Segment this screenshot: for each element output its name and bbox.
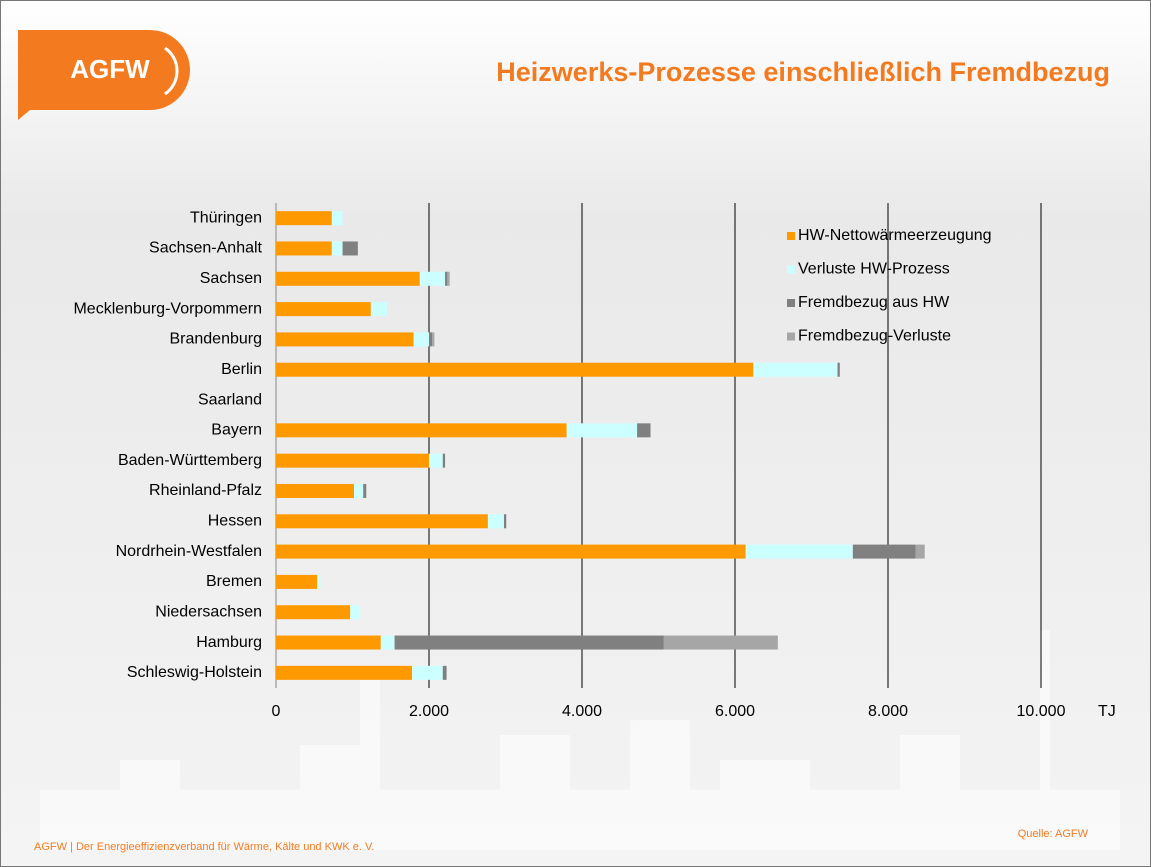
bar-segment — [443, 666, 447, 680]
y-tick-label: Nordrhein-Westfalen — [116, 543, 262, 560]
y-tick-label: Brandenburg — [169, 331, 262, 348]
bar-segment — [276, 484, 354, 498]
x-tick-label: 2.000 — [409, 703, 449, 720]
bar-segment — [853, 545, 916, 559]
y-tick-label: Mecklenburg-Vorpommern — [73, 300, 262, 317]
bar-segment — [276, 423, 567, 437]
bar-segment — [363, 484, 366, 498]
logo: AGFW — [70, 54, 150, 84]
bar-segment — [420, 272, 445, 286]
y-tick-label: Hessen — [208, 513, 262, 530]
bar-segment — [746, 545, 853, 559]
bar-segment — [332, 211, 343, 225]
y-tick-label: Sachsen-Anhalt — [149, 240, 263, 257]
bar-segment — [432, 332, 434, 346]
bar-segment — [343, 241, 358, 255]
legend-swatch — [787, 333, 795, 341]
bar-segment — [276, 605, 350, 619]
legend-swatch — [787, 232, 795, 240]
legend-label: HW-Nettowärmeerzeugung — [798, 227, 992, 244]
bar-segment — [381, 636, 395, 650]
bar-segment — [276, 575, 317, 589]
chart: AGFW Heizwerks-Prozesse einschließlich F… — [0, 0, 1151, 867]
legend-swatch — [787, 299, 795, 307]
legend-label: Fremdbezug-Verluste — [798, 328, 951, 345]
bar-segment — [637, 423, 650, 437]
legend-label: Verluste HW-Prozess — [798, 261, 950, 278]
bar-segment — [504, 514, 506, 528]
bar-segment — [443, 454, 445, 468]
footer: AGFW | Der Energieeffizienzverband für W… — [34, 841, 374, 853]
bar-segment — [445, 272, 447, 286]
bar-segment — [664, 636, 778, 650]
bar-segment — [276, 332, 414, 346]
y-tick-label: Niedersachsen — [155, 603, 262, 620]
y-tick-label: Bremen — [206, 573, 262, 590]
x-tick-label: 10.000 — [1017, 703, 1066, 720]
bar-segment — [395, 636, 664, 650]
y-tick-label: Bayern — [211, 422, 262, 439]
bar-segment — [429, 332, 432, 346]
chart-title: Heizwerks-Prozesse einschließlich Fremdb… — [496, 57, 1110, 87]
y-tick-label: Berlin — [221, 361, 262, 378]
y-tick-label: Rheinland-Pfalz — [149, 482, 262, 499]
bar-segment — [276, 241, 332, 255]
x-tick-label: 8.000 — [868, 703, 908, 720]
x-unit: TJ — [1098, 703, 1116, 720]
y-tick-label: Sachsen — [200, 270, 262, 287]
bar-segment — [276, 272, 420, 286]
bar-segment — [429, 454, 443, 468]
source: Quelle: AGFW — [1018, 828, 1089, 840]
legend-swatch — [787, 266, 795, 274]
bar-segment — [276, 363, 753, 377]
y-tick-label: Baden-Württemberg — [118, 452, 262, 469]
bar-segment — [412, 666, 443, 680]
bar-segment — [350, 605, 360, 619]
y-tick-label: Schleswig-Holstein — [127, 664, 262, 681]
bar-segment — [276, 666, 412, 680]
bar-segment — [916, 545, 925, 559]
y-tick-label: Thüringen — [190, 209, 262, 226]
bar-segment — [567, 423, 637, 437]
bar-segment — [276, 211, 332, 225]
bar-segment — [488, 514, 504, 528]
x-tick-label: 4.000 — [562, 703, 602, 720]
bar-segment — [276, 514, 488, 528]
bar-segment — [276, 636, 381, 650]
x-tick-label: 0 — [272, 703, 281, 720]
legend-label: Fremdbezug aus HW — [798, 294, 950, 311]
bar-segment — [650, 423, 651, 437]
bar-segment — [354, 484, 363, 498]
bar-segment — [447, 272, 449, 286]
y-tick-label: Saarland — [198, 391, 262, 408]
bar-segment — [332, 241, 343, 255]
bar-segment — [753, 363, 837, 377]
bar-segment — [276, 302, 371, 316]
bar-segment — [317, 575, 320, 589]
bar-segment — [276, 545, 746, 559]
bar-segment — [371, 302, 387, 316]
y-tick-label: Hamburg — [196, 634, 262, 651]
x-tick-label: 6.000 — [715, 703, 755, 720]
bar-segment — [276, 454, 429, 468]
bar-segment — [414, 332, 429, 346]
slide: AGFW Heizwerks-Prozesse einschließlich F… — [0, 0, 1151, 867]
bar-segment — [838, 363, 840, 377]
